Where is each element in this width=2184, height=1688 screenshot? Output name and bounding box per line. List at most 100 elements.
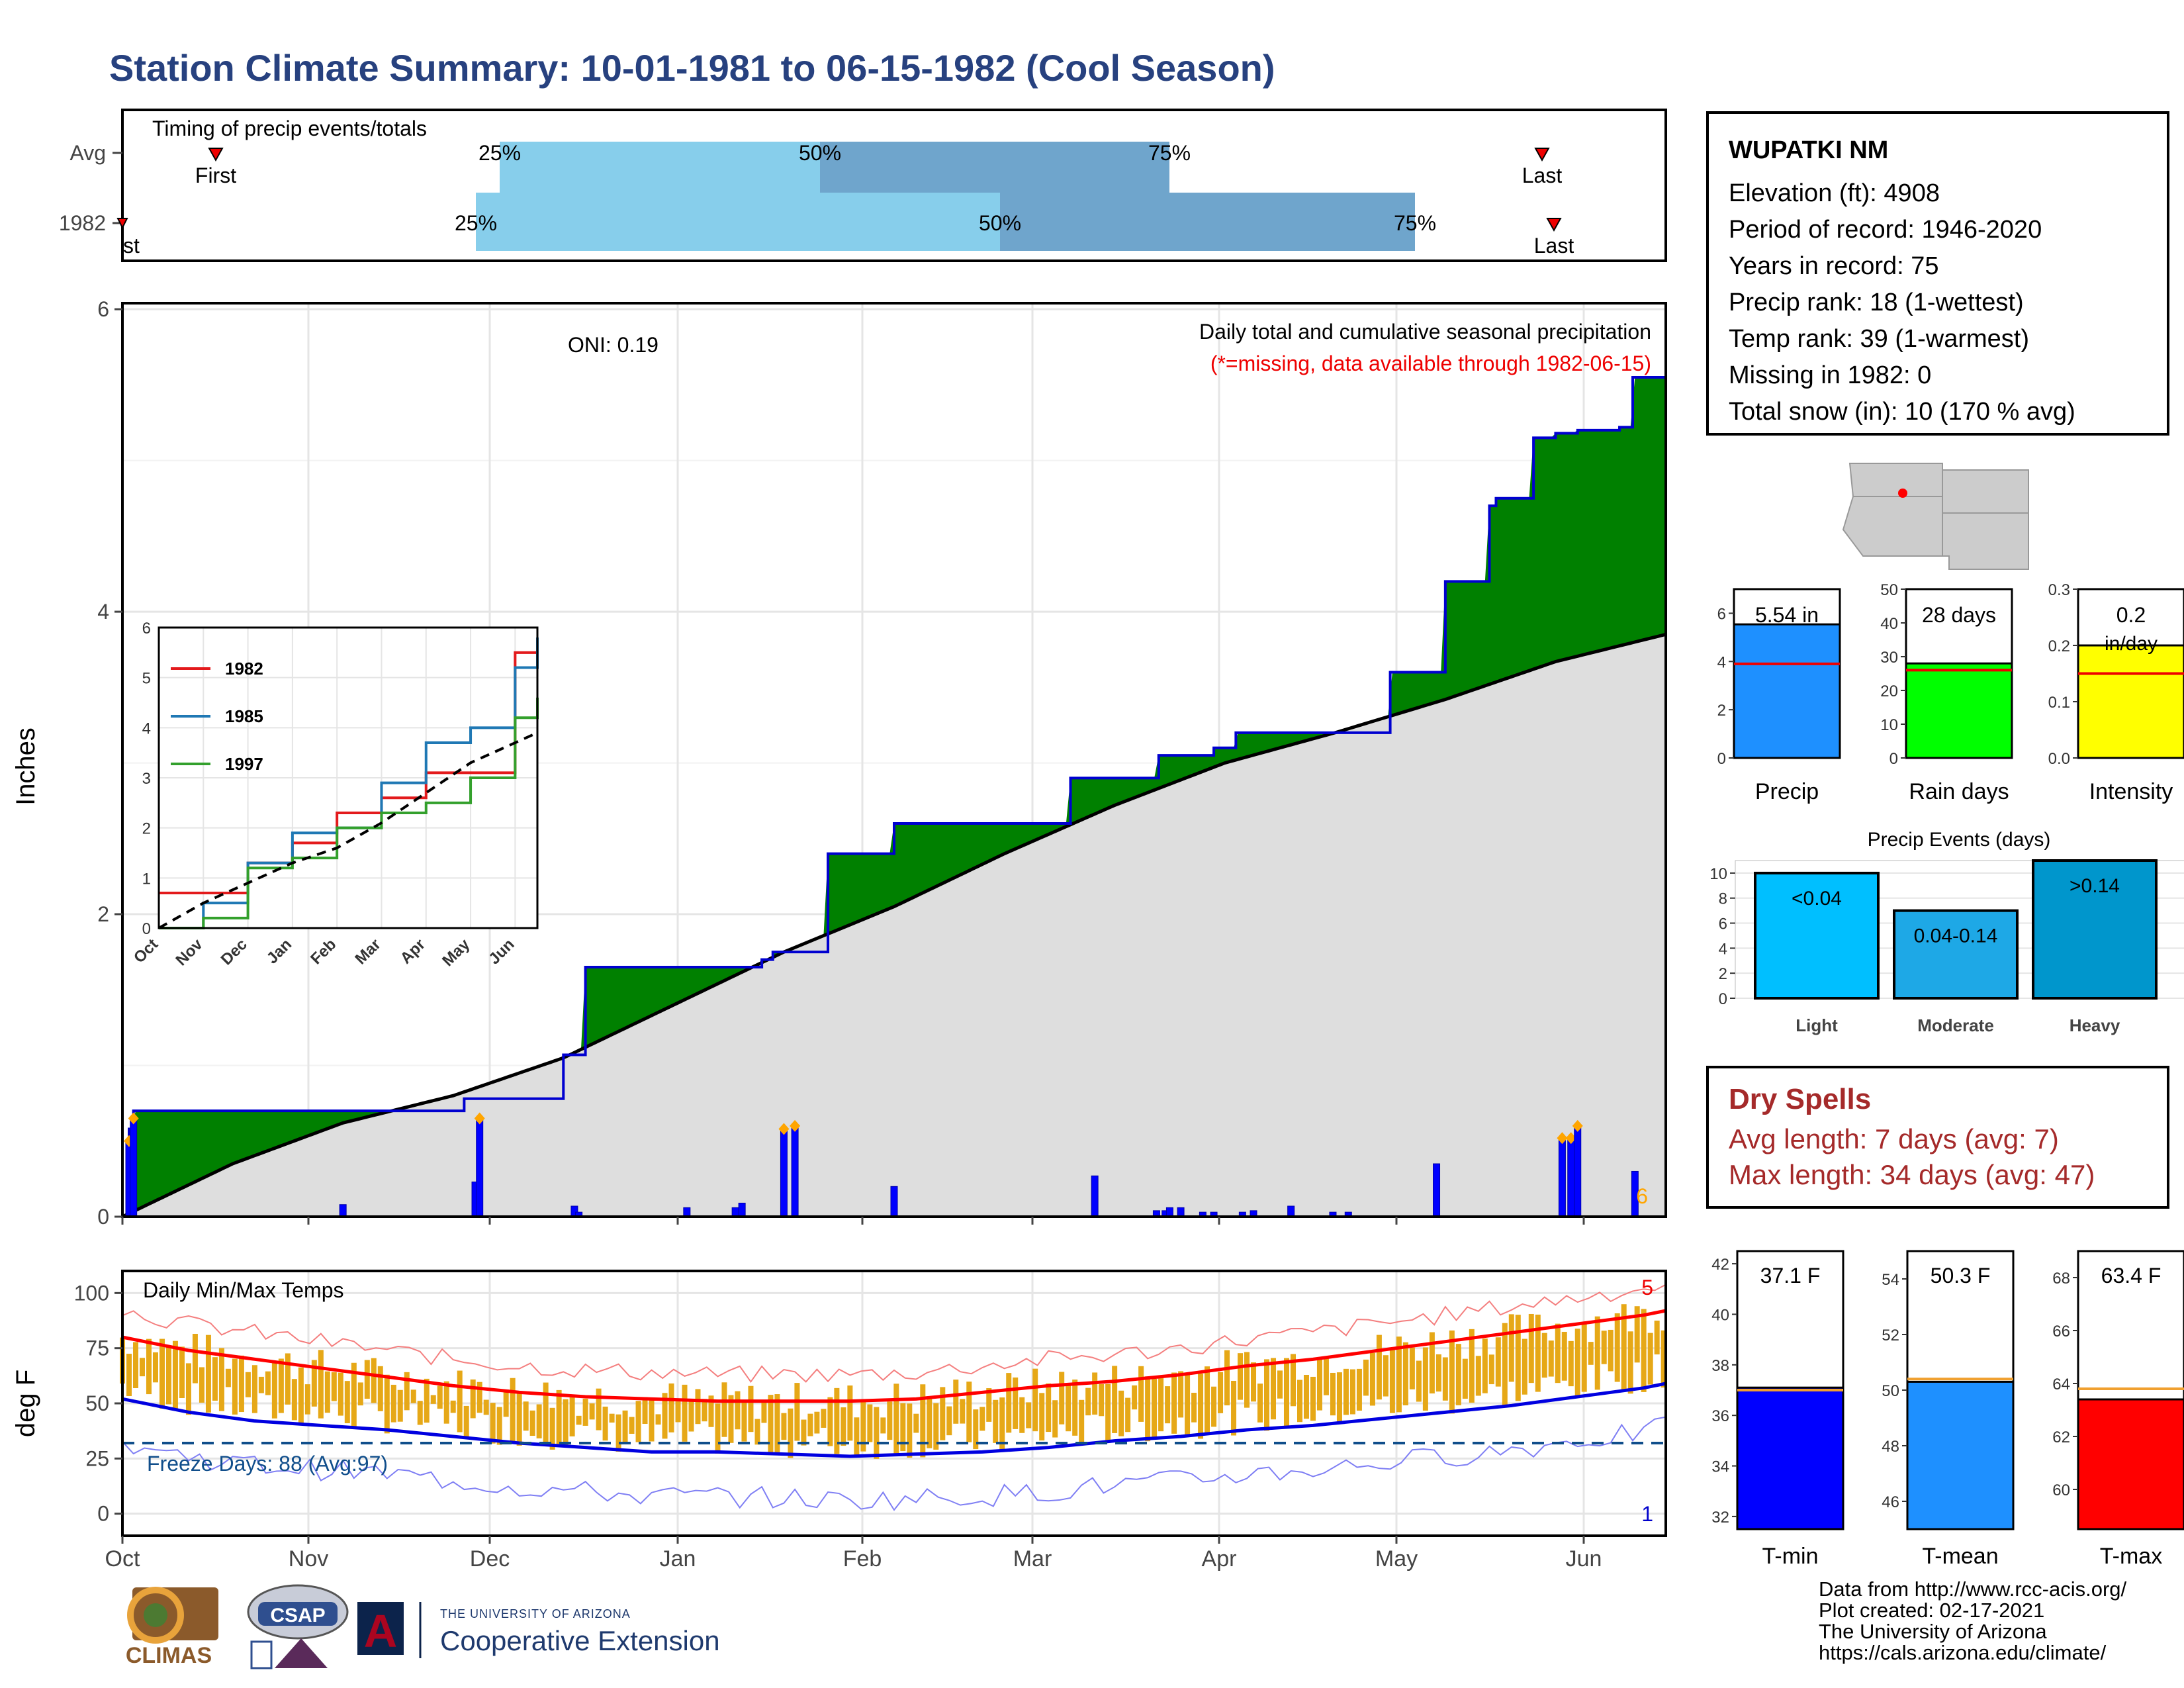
tmax-tick-label: 62 — [2052, 1429, 2070, 1446]
temp-range-bar — [993, 1399, 999, 1443]
above-average-area — [122, 377, 1666, 1217]
temp-range-bar — [655, 1414, 661, 1425]
temp-range-bar — [1627, 1331, 1633, 1394]
temp-range-bar — [1495, 1337, 1501, 1387]
temp-range-bar — [569, 1396, 575, 1436]
ext-university: THE UNIVERSITY OF ARIZONA — [440, 1607, 631, 1620]
inset-y-tick-label: 6 — [142, 620, 151, 637]
temp-range-bar — [1568, 1340, 1574, 1387]
temp-range-bar — [900, 1403, 906, 1452]
temp-range-bar — [1283, 1358, 1289, 1427]
month-axis: Oct Nov Dec Jan Feb Mar Apr May Jun — [105, 1536, 1602, 1571]
temp-range-bar — [1132, 1385, 1138, 1410]
temp-range-bar — [298, 1367, 304, 1426]
arizona-map — [1837, 457, 2042, 583]
tmin-bar — [1736, 1386, 1844, 1530]
temp-range-bar — [1211, 1386, 1217, 1427]
temp-range-bar — [516, 1392, 522, 1446]
credit-created: Plot created: 02-17-2021 — [1819, 1599, 2045, 1622]
climas-text: CLIMAS — [126, 1643, 212, 1668]
events-bar-label: >0.14 — [2070, 875, 2120, 897]
temp-range-bar — [1198, 1374, 1204, 1439]
missing-note: (*=missing, data available through 1982-… — [1210, 352, 1651, 375]
temp-range-bar — [615, 1414, 621, 1452]
events-bar — [1754, 871, 1880, 1000]
temp-range-bar — [1112, 1366, 1118, 1433]
events-bar — [1893, 909, 2019, 1000]
temp-range-bar — [1032, 1368, 1038, 1432]
dry-spells-title: Dry Spells — [1729, 1083, 1872, 1115]
temp-range-bar — [1416, 1360, 1422, 1402]
events-category-label: Light — [1796, 1015, 1838, 1035]
temp-range-bar — [503, 1389, 509, 1417]
temp-range-bar — [953, 1380, 959, 1424]
timing-label: Timing of precip events/totals — [152, 117, 427, 140]
raindays-tick-label: 50 — [1880, 581, 1898, 599]
temp-range-bar — [741, 1401, 747, 1442]
timing-year-50: 50% — [979, 211, 1021, 235]
temp-range-bar — [1290, 1354, 1296, 1407]
temp-range-bar — [331, 1372, 337, 1401]
temp-range-bar — [1099, 1384, 1105, 1417]
daily-precip-bar — [1433, 1163, 1441, 1217]
events-tick-label: 6 — [1719, 915, 1727, 933]
inset-series — [158, 637, 539, 929]
heavy-event-marker — [790, 1119, 801, 1132]
temp-range-bar — [860, 1401, 866, 1452]
precip-y-label: Inches — [11, 727, 40, 806]
temp-range-bar — [1528, 1313, 1534, 1383]
temp-y-tick-label: 100 — [74, 1281, 109, 1305]
last-year-marker — [1546, 218, 1562, 232]
temp-range-bar — [199, 1367, 205, 1403]
temp-range-bar — [1548, 1340, 1554, 1377]
temp-range-bar — [483, 1399, 489, 1415]
temp-range-bar — [794, 1383, 800, 1441]
temp-range-bar — [1336, 1372, 1342, 1423]
temp-range-bar — [1323, 1356, 1329, 1395]
temp-range-bar — [821, 1409, 827, 1428]
temp-y-tick-label: 50 — [85, 1391, 109, 1415]
raindays-tick-label: 40 — [1880, 615, 1898, 633]
temp-range-bar — [602, 1406, 608, 1441]
station-marker — [1898, 489, 1907, 498]
temp-range-bar — [430, 1395, 436, 1404]
freeze-days-label: Freeze Days: 88 (Avg:97) — [147, 1452, 388, 1476]
daily-precip-bar — [1177, 1207, 1185, 1217]
daily-precip-bar — [1558, 1137, 1566, 1217]
temp-range-bar — [1429, 1332, 1435, 1394]
temp-range-bar — [1581, 1322, 1587, 1392]
temp-range-bar — [549, 1407, 555, 1450]
temp-range-bar — [622, 1410, 628, 1444]
temp-range-bar — [721, 1382, 727, 1437]
temp-range-bar — [1019, 1397, 1025, 1433]
season-temp-bars: 32 34 36 38 40 42 37.1 F T-min 46 48 50 52 54 50.3 F T… — [1711, 1250, 2184, 1569]
tmin-name-label: T-min — [1762, 1544, 1819, 1569]
average-cumulative-area — [122, 634, 1666, 1217]
station-years: Years in record: 75 — [1729, 252, 1939, 280]
ua-logo: A — [357, 1602, 422, 1658]
observed-cumulative-line — [122, 375, 1666, 1218]
daily-precip-bar — [890, 1186, 898, 1217]
climas-logo: CLIMAS — [126, 1587, 218, 1668]
temp-range-bar — [410, 1389, 416, 1403]
temp-range-bar — [1469, 1329, 1475, 1403]
timing-row-year: 1982 — [59, 211, 106, 235]
temp-chart: 0 25 50 75 100 Oct Nov Dec Jan Feb Mar Apr May Jun D… — [11, 1270, 1667, 1571]
page-title: Station Climate Summary: 10-01-1981 to 0… — [109, 47, 1275, 89]
temp-range-bar — [702, 1399, 707, 1422]
temp-range-bar — [1376, 1335, 1382, 1400]
temp-range-bar — [132, 1342, 138, 1388]
temp-range-bar — [1066, 1383, 1071, 1432]
temp-range-bar — [682, 1384, 688, 1442]
temp-range-bar — [1264, 1359, 1270, 1431]
temp-range-bar — [1145, 1376, 1151, 1442]
temp-range-bar — [1475, 1356, 1481, 1396]
timing-row-avg: Avg — [69, 141, 106, 165]
raindays-bar — [1905, 662, 2013, 759]
temp-range-bar — [146, 1338, 152, 1395]
daily-precip-bars — [123, 1112, 1639, 1217]
tmean-tick-label: 48 — [1882, 1438, 1899, 1456]
temp-range-bar — [635, 1401, 641, 1442]
tmin-bar-chart: 32 34 36 38 40 42 37.1 F T-min — [1711, 1250, 1844, 1569]
temp-range-bar — [966, 1382, 972, 1442]
